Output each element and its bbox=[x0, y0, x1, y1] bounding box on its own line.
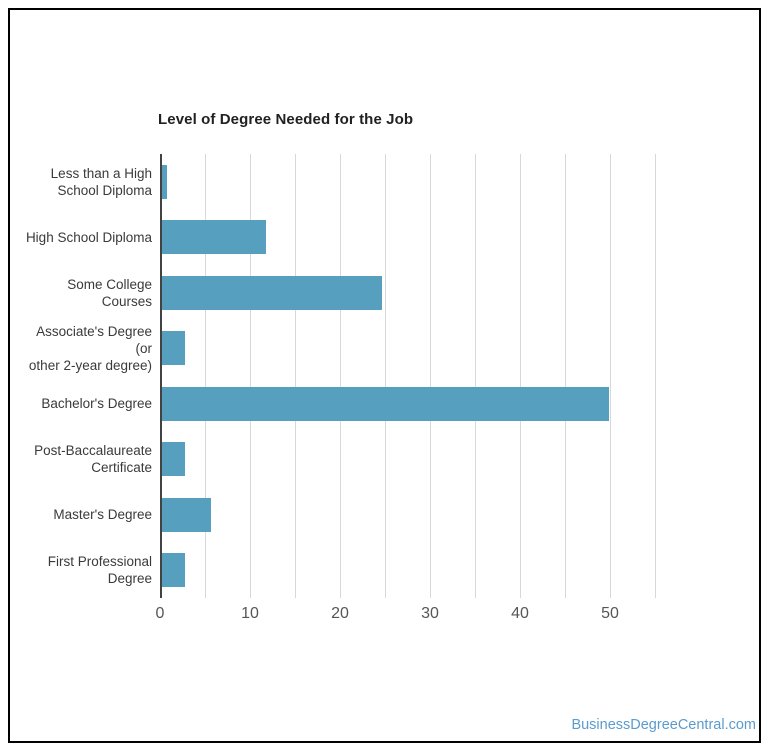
bar bbox=[162, 164, 168, 199]
category-label-row: Post-Baccalaureate Certificate bbox=[16, 432, 152, 488]
bar-row bbox=[160, 154, 673, 210]
bar-row bbox=[160, 543, 673, 599]
gridline bbox=[430, 154, 431, 598]
category-label-row: Bachelor's Degree bbox=[16, 376, 152, 432]
category-label: High School Diploma bbox=[25, 229, 152, 245]
category-label-row: Associate's Degree (or other 2-year degr… bbox=[16, 321, 152, 377]
gridline bbox=[565, 154, 566, 598]
x-tick-label: 10 bbox=[241, 605, 259, 622]
bar bbox=[162, 331, 185, 365]
category-label: Less than a High School Diploma bbox=[50, 165, 152, 198]
category-label-row: Some College Courses bbox=[16, 265, 152, 321]
gridline bbox=[205, 154, 206, 598]
x-tick-label: 0 bbox=[155, 605, 165, 622]
category-label-row: Less than a High School Diploma bbox=[16, 154, 152, 210]
category-label: Some College Courses bbox=[67, 276, 152, 309]
gridline bbox=[250, 154, 251, 598]
bar-row bbox=[160, 210, 673, 266]
gridline bbox=[520, 154, 521, 598]
watermark-link[interactable]: BusinessDegreeCentral.com bbox=[571, 717, 756, 733]
bar bbox=[162, 553, 185, 587]
category-label: Bachelor's Degree bbox=[41, 396, 152, 412]
x-axis-tick-labels: 0 10 20 30 40 50 bbox=[156, 605, 673, 629]
gridline bbox=[340, 154, 341, 598]
x-tick-label: 40 bbox=[511, 605, 529, 622]
category-label: Post-Baccalaureate Certificate bbox=[34, 443, 152, 476]
gridline bbox=[475, 154, 476, 598]
plot-area bbox=[160, 154, 673, 598]
x-tick-label: 20 bbox=[331, 605, 349, 622]
category-axis-labels: Less than a High School Diploma High Scho… bbox=[16, 154, 152, 598]
bar bbox=[162, 386, 610, 421]
baseline-axis bbox=[160, 154, 162, 598]
category-label: First Professional Degree bbox=[47, 554, 152, 587]
category-label: Master's Degree bbox=[53, 507, 152, 523]
gridline bbox=[385, 154, 386, 598]
bar bbox=[162, 220, 267, 254]
bar bbox=[162, 275, 382, 310]
category-label: Associate's Degree (or other 2-year degr… bbox=[28, 323, 152, 373]
bar-row bbox=[160, 376, 673, 432]
gridline bbox=[655, 154, 656, 598]
gridline bbox=[610, 154, 611, 598]
bar-row bbox=[160, 321, 673, 377]
bar-row bbox=[160, 265, 673, 321]
bar bbox=[162, 442, 186, 476]
x-tick-label: 50 bbox=[601, 605, 619, 622]
gridline bbox=[295, 154, 296, 598]
bar-row bbox=[160, 487, 673, 543]
category-label-row: Master's Degree bbox=[16, 487, 152, 543]
chart-title: Level of Degree Needed for the Job bbox=[158, 111, 414, 128]
category-label-row: High School Diploma bbox=[16, 210, 152, 266]
category-label-row: First Professional Degree bbox=[16, 543, 152, 599]
bar bbox=[162, 497, 211, 532]
bar-row bbox=[160, 432, 673, 488]
x-tick-label: 30 bbox=[421, 605, 439, 622]
